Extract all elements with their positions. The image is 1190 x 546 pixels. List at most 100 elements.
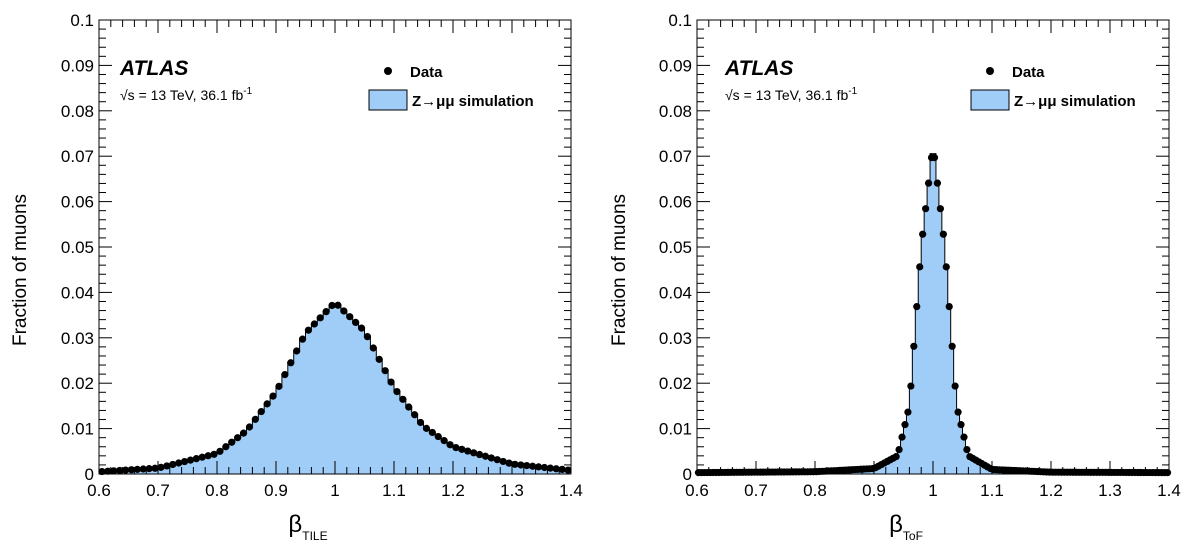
- energy-superscript: -1: [848, 86, 857, 97]
- data-point: [481, 452, 490, 460]
- data-point: [901, 421, 909, 429]
- data-point: [298, 335, 307, 343]
- data-point: [316, 314, 324, 322]
- data-point: [104, 467, 112, 475]
- data-point: [493, 456, 501, 464]
- y-tick-label: 0.08: [61, 102, 94, 121]
- x-tick-label: 1.1: [382, 481, 406, 500]
- data-point: [939, 230, 947, 238]
- y-axis-label: Fraction of muons: [609, 194, 630, 346]
- y-tick-label: 0: [683, 465, 692, 484]
- data-point: [251, 415, 259, 423]
- legend-data-marker: [986, 67, 994, 75]
- data-point: [263, 400, 271, 408]
- y-tick-label: 0.07: [61, 147, 94, 166]
- data-point: [328, 301, 336, 310]
- data-point: [534, 463, 543, 471]
- x-tick-label: 1.3: [1098, 481, 1122, 500]
- data-point: [945, 302, 953, 311]
- x-tick-label: 0.7: [744, 481, 768, 500]
- legend-simulation-swatch: [970, 89, 1010, 111]
- legend-simulation-label: Z→μμ simulation: [1014, 93, 1136, 110]
- data-point: [564, 466, 572, 474]
- data-point: [895, 446, 903, 454]
- data-point: [210, 450, 218, 458]
- data-point: [428, 428, 436, 437]
- x-tick-labels: 0.6 0.7 0.8 0.9 1 1.1 1.2 1.3 1.4: [87, 481, 583, 500]
- y-axis-label: Fraction of muons: [10, 194, 31, 346]
- y-tick-label: 0.1: [668, 11, 692, 30]
- data-point: [434, 432, 442, 441]
- data-point: [293, 347, 301, 355]
- energy-label: √s = 13 TeV, 36.1 fb-1: [120, 86, 253, 103]
- data-point: [222, 443, 230, 451]
- data-point: [954, 408, 962, 416]
- data-point: [540, 463, 549, 472]
- data-point: [475, 450, 484, 459]
- legend-data-label: Data: [410, 64, 443, 81]
- data-point: [523, 462, 531, 470]
- data-point: [352, 318, 360, 327]
- simulation-histogram: [696, 153, 1170, 475]
- y-tick-label: 0.01: [61, 420, 94, 439]
- data-point: [357, 324, 366, 332]
- data-point: [933, 179, 942, 187]
- legend: Data Z→μμ simulation: [970, 64, 1136, 111]
- legend: Data Z→μμ simulation: [368, 64, 534, 111]
- experiment-label: ATLAS: [119, 57, 188, 80]
- data-point: [422, 424, 431, 432]
- data-point: [922, 205, 930, 213]
- data-point: [110, 467, 118, 475]
- data-point: [363, 333, 372, 341]
- data-point: [175, 459, 183, 467]
- data-point: [916, 263, 924, 271]
- data-point: [458, 445, 466, 453]
- energy-superscript: -1: [243, 86, 252, 97]
- data-point: [393, 388, 401, 396]
- data-point: [234, 434, 242, 442]
- data-point: [411, 411, 419, 419]
- data-point: [198, 453, 206, 461]
- x-tick-label: 1.2: [1039, 481, 1063, 500]
- y-tick-label: 0.02: [61, 374, 94, 393]
- y-tick-label: 0.04: [659, 283, 692, 302]
- x-tick-label: 0.8: [803, 481, 827, 500]
- y-tick-labels: 0 0.01 0.02 0.03 0.04 0.05 0.06 0.07 0.08 0.09 0.1: [659, 11, 692, 484]
- data-point: [487, 454, 495, 462]
- data-point: [127, 466, 136, 474]
- x-tick-label: 1.3: [500, 481, 524, 500]
- x-axis-label-main: β: [288, 511, 302, 538]
- data-point: [1163, 469, 1172, 477]
- x-tick-label: 1: [928, 481, 937, 500]
- y-tick-label: 0.07: [659, 147, 692, 166]
- y-tick-label: 0: [85, 465, 94, 484]
- data-point: [464, 447, 472, 455]
- x-axis-label: βTILE: [288, 511, 327, 543]
- y-tick-label: 0.1: [70, 11, 94, 30]
- y-tick-labels: 0 0.01 0.02 0.03 0.04 0.05 0.06 0.07 0.08 0.09 0.1: [61, 11, 94, 484]
- y-tick-label: 0.09: [659, 56, 692, 75]
- data-point: [892, 453, 900, 461]
- data-point: [257, 407, 265, 416]
- y-tick-label: 0.02: [659, 374, 692, 393]
- data-point: [369, 344, 377, 352]
- data-point: [529, 462, 537, 470]
- data-point: [910, 342, 918, 350]
- x-tick-label: 1: [330, 481, 339, 500]
- data-point: [963, 446, 971, 454]
- data-point: [121, 466, 130, 474]
- energy-label: √s = 13 TeV, 36.1 fb-1: [725, 86, 858, 103]
- x-axis-label-sub: ToF: [903, 529, 923, 543]
- data-point: [558, 465, 566, 474]
- x-axis-label-sub: TILE: [302, 529, 327, 543]
- data-point: [157, 463, 165, 471]
- data-point: [216, 447, 224, 455]
- data-point: [228, 438, 236, 446]
- data-point: [405, 403, 413, 411]
- data-point: [470, 449, 478, 457]
- data-point: [951, 382, 959, 390]
- data-point: [440, 437, 448, 445]
- data-point: [948, 342, 956, 350]
- experiment-label: ATLAS: [724, 57, 793, 80]
- x-tick-label: 0.7: [146, 481, 170, 500]
